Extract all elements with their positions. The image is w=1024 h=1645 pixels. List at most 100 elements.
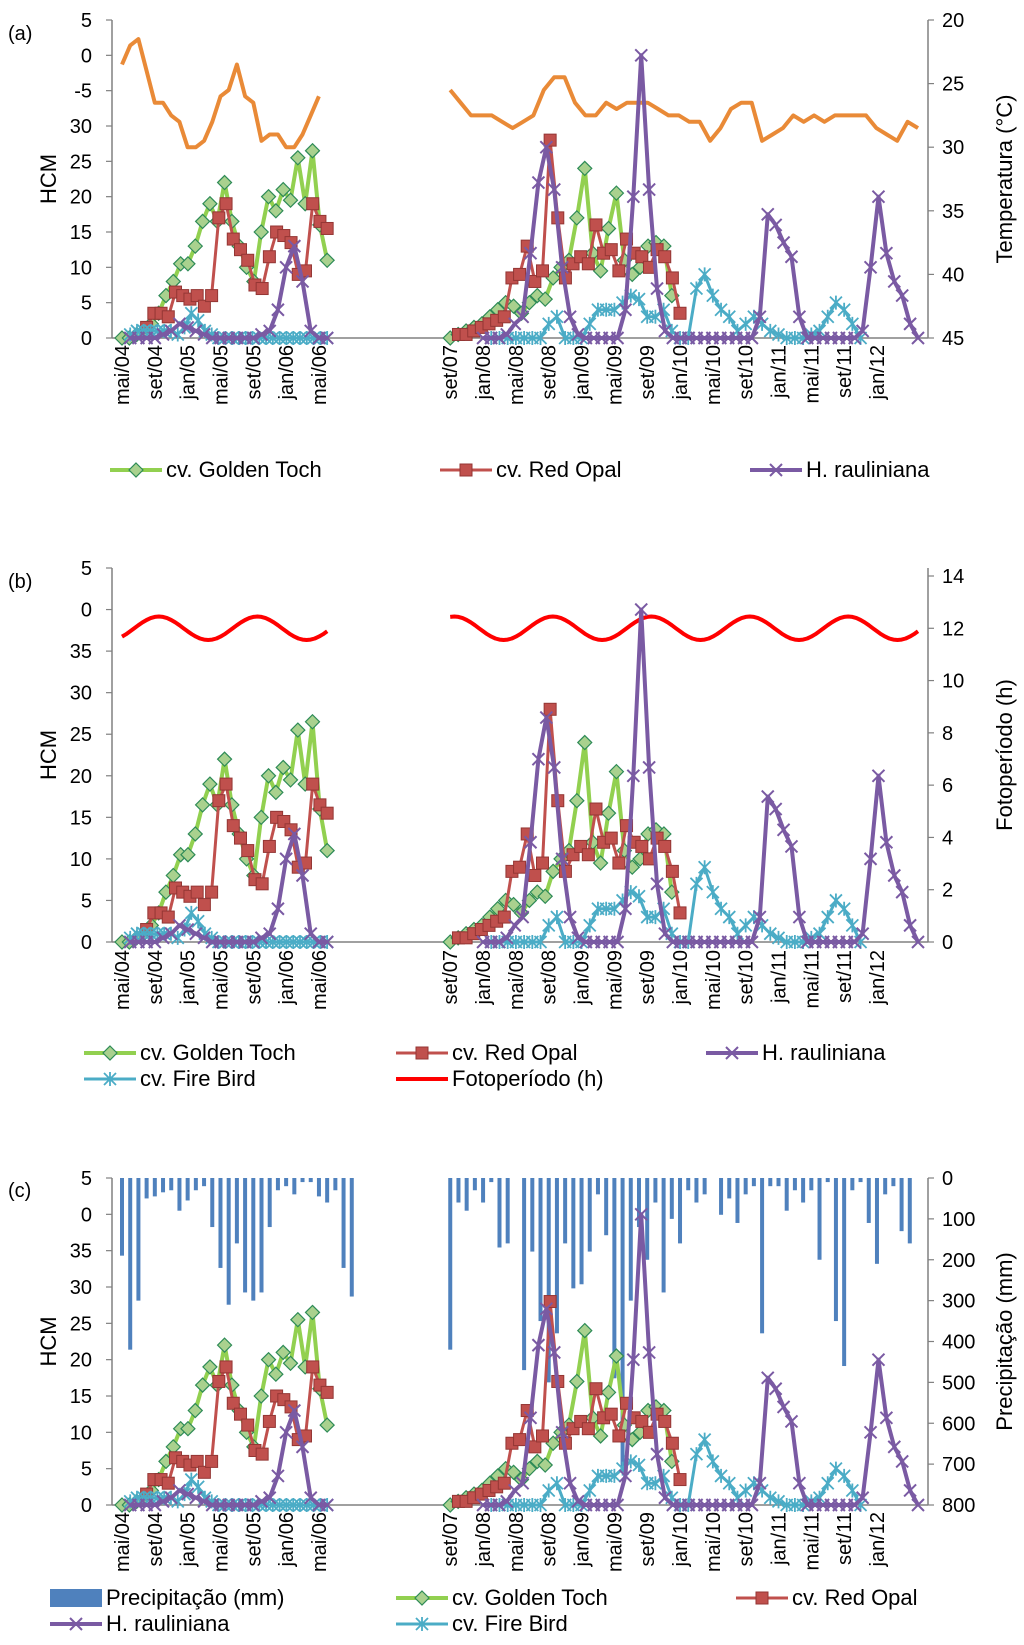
y-tick-label: 15 (70, 807, 92, 829)
x-tick-label: mai/04 (112, 345, 134, 405)
golden-toch-point (576, 734, 593, 751)
x-tick-label: jan/11 (768, 950, 790, 1004)
golden-toch-point (187, 238, 204, 254)
x-tick-label: mai/08 (506, 950, 528, 1010)
golden-toch-point (592, 263, 609, 279)
red-opal-point (212, 1374, 226, 1388)
x-tick-label: jan/11 (768, 1512, 790, 1566)
red-opal-point (658, 1414, 672, 1428)
golden-toch-point (187, 1402, 204, 1419)
h-rauliniana-point (768, 802, 783, 816)
x-tick-label: jan/09 (572, 950, 594, 1006)
h-rauliniana-point (172, 317, 187, 331)
h-rauliniana-point (531, 752, 546, 766)
precipitation-bar (858, 1178, 863, 1183)
red-opal-point (197, 299, 211, 313)
precipitation-bar (333, 1178, 338, 1191)
x-tick-label: jan/06 (276, 1512, 298, 1568)
x-tick-label: set/10 (736, 345, 758, 399)
h-rauliniana-point (492, 1498, 506, 1512)
y-tick-label: 0 (81, 932, 92, 954)
y-tick-label: 5 (81, 890, 92, 912)
legend-label: cv. Golden Toch (140, 1040, 296, 1065)
h-rauliniana-point (500, 931, 514, 945)
golden-toch-point (202, 776, 218, 792)
legend-item: cv. Fire Bird (396, 1611, 568, 1636)
red-opal-point (161, 1476, 175, 1490)
h-rauliniana-point (500, 1494, 514, 1509)
h-rauliniana-point (871, 189, 886, 204)
x-tick-label: set/05 (243, 345, 265, 399)
red-opal-point (205, 289, 219, 303)
h-rauliniana-point (263, 926, 277, 941)
y2-axis-label: Temperatura (°C) (992, 95, 1017, 264)
golden-toch-point (282, 1355, 299, 1372)
h-rauliniana-point (500, 327, 514, 342)
golden-toch-point (529, 287, 546, 304)
golden-toch-point (194, 797, 211, 813)
precipitation-bar (554, 1178, 559, 1334)
red-opal-point (581, 257, 595, 271)
h-rauliniana-point (610, 331, 625, 345)
fire-bird-point (698, 860, 712, 875)
y-tick-label: 30 (70, 1277, 92, 1299)
red-opal-point (262, 250, 276, 264)
x-tick-label: mai/09 (604, 345, 626, 405)
h-rauliniana-point (911, 331, 925, 345)
red-opal-point (658, 839, 672, 853)
legend-swatch (50, 1589, 102, 1607)
h-rauliniana-point (547, 182, 561, 197)
h-rauliniana-point (555, 852, 569, 866)
fire-bird-point (722, 910, 736, 925)
precipitation-bar (727, 1178, 732, 1199)
legend: cv. Golden Toch cv. Red Opal H. rauliniana… (84, 1040, 886, 1091)
y2-tick-label: 12 (942, 618, 964, 640)
precipitation-bar (292, 1178, 297, 1195)
fire-bird-point (698, 1432, 712, 1447)
x-tick-label: mai/11 (801, 345, 823, 404)
y-tick-label: 5 (81, 293, 92, 315)
y-tick-label: 25 (70, 724, 92, 746)
x-tick-label: jan/06 (276, 345, 298, 401)
h-rauliniana-point (626, 189, 641, 204)
legend-item: cv. Red Opal (396, 1040, 578, 1065)
y2-tick-label: 8 (942, 723, 953, 745)
h-rauliniana-point (745, 935, 759, 949)
precipitation-bar (522, 1178, 527, 1371)
red-opal-point (581, 848, 595, 862)
golden-toch-point (537, 291, 554, 307)
red-opal-point (320, 221, 334, 235)
h-rauliniana-point (879, 246, 894, 260)
h-rauliniana-point (610, 935, 625, 949)
precipitation-bar (177, 1178, 182, 1211)
precipitation-bar (620, 1178, 625, 1473)
golden-toch-point (289, 722, 306, 738)
precipitation-bar (481, 1178, 486, 1203)
h-rauliniana-point (320, 1498, 334, 1512)
red-opal-point (161, 910, 175, 924)
golden-toch-point (505, 896, 522, 913)
y-axis-label: HCM (36, 1316, 61, 1366)
precipitation-bar (300, 1178, 305, 1183)
golden-toch-point (275, 181, 292, 198)
red-opal-point (497, 1476, 511, 1490)
fire-bird-point (542, 1483, 556, 1498)
y2-tick-label: 300 (942, 1291, 975, 1313)
red-opal-point (635, 839, 649, 853)
red-opal-point (535, 1429, 549, 1443)
golden-toch-point (576, 160, 593, 177)
legend-label: H. rauliniana (762, 1040, 886, 1065)
golden-toch-point (216, 751, 233, 768)
fire-bird-point (821, 1476, 835, 1491)
x-tick-label: set/07 (440, 1512, 462, 1566)
golden-toch-point (608, 763, 625, 780)
golden-toch-point (260, 1351, 277, 1368)
precipitation-bar (226, 1178, 231, 1305)
temperature-line (120, 37, 321, 150)
x-tick-label: mai/06 (309, 1512, 331, 1572)
panel-label: (b) (8, 571, 32, 593)
legend-item: cv. Golden Toch (396, 1585, 608, 1610)
h-rauliniana-point (784, 1414, 799, 1429)
precipitation-bar (579, 1178, 584, 1285)
precipitation-bar (325, 1178, 330, 1203)
